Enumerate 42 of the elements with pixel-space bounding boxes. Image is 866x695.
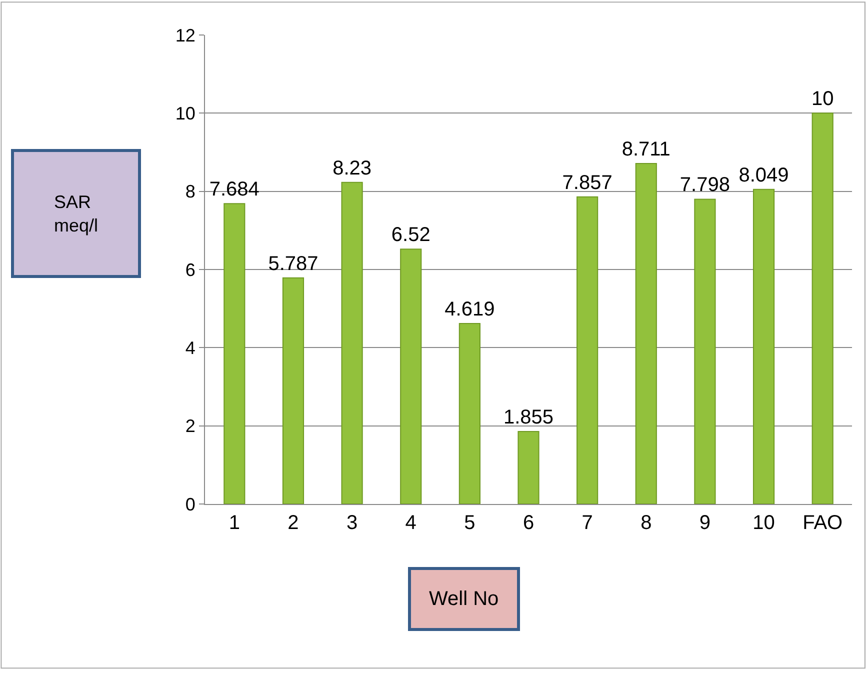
bar	[635, 163, 657, 504]
data-label: 4.619	[444, 298, 495, 320]
x-axis-title: Well No	[429, 588, 499, 610]
y-tick-label: 8	[185, 182, 196, 202]
x-tick-label: 3	[346, 512, 358, 534]
bar	[694, 198, 716, 504]
data-label: 7.684	[209, 178, 260, 201]
x-tick-label: 4	[405, 512, 416, 534]
data-label: 6.52	[391, 224, 430, 246]
x-tick-label: 2	[288, 512, 299, 534]
x-tick-label: 10	[752, 512, 775, 534]
y-tick-label: 0	[185, 494, 196, 514]
data-label: 8.23	[332, 157, 372, 180]
y-axis-title: SAR meq/l	[54, 192, 98, 236]
data-label: 7.798	[680, 174, 730, 196]
y-tick-label: 10	[175, 103, 196, 124]
bar	[400, 248, 422, 504]
x-tick-label: 6	[522, 512, 534, 534]
y-tick-label: 4	[185, 338, 196, 358]
x-tick-label: 9	[699, 512, 711, 534]
data-label: 8.049	[738, 164, 789, 186]
x-tick-label: 1	[228, 512, 240, 534]
bar	[576, 196, 598, 504]
x-tick-label: 8	[640, 512, 652, 534]
data-label: 5.787	[268, 252, 318, 275]
data-label: 8.711	[622, 138, 670, 161]
bar	[224, 203, 246, 504]
data-label: 7.857	[562, 172, 612, 194]
y-tick-label: 12	[175, 25, 196, 46]
bar	[812, 112, 834, 504]
y-tick-label: 2	[185, 416, 196, 436]
bar	[518, 431, 540, 504]
x-tick-label: 5	[464, 512, 476, 534]
bar	[752, 188, 775, 504]
bar	[341, 182, 363, 504]
y-tick-label: 6	[185, 260, 196, 280]
bar	[458, 322, 480, 504]
data-label: 1.855	[503, 406, 554, 428]
bar	[282, 277, 304, 504]
x-tick-label: FAO	[802, 512, 843, 534]
data-label: 10	[811, 88, 834, 110]
x-tick-label: 7	[582, 512, 593, 534]
